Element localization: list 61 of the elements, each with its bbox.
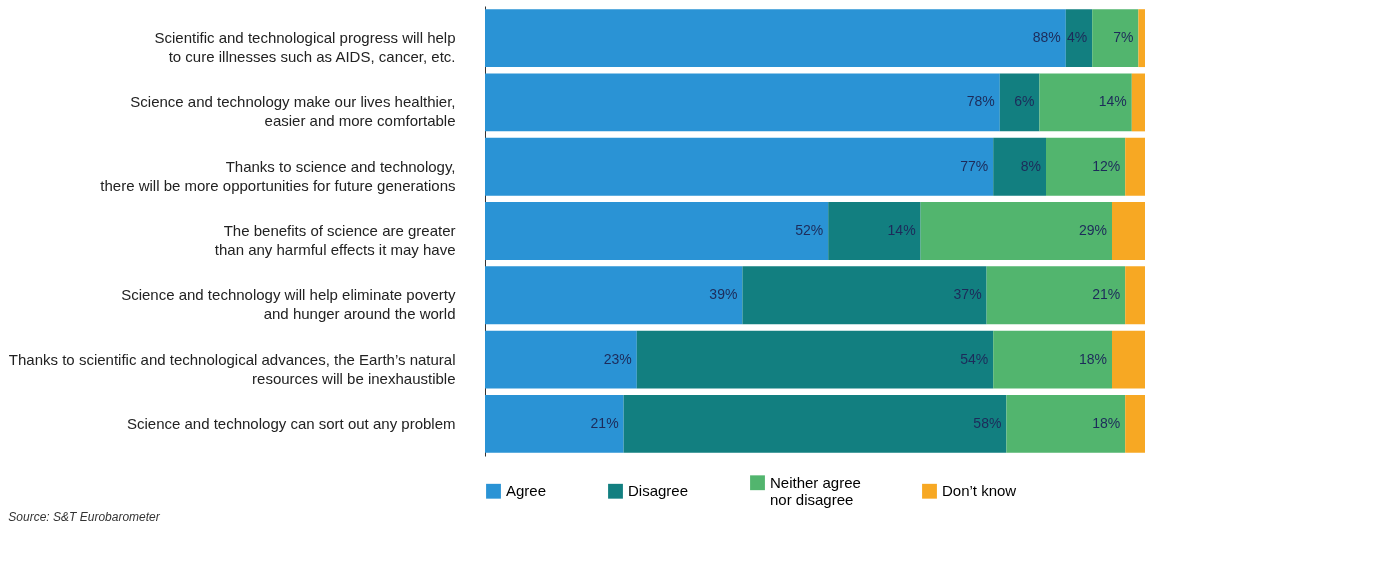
bar [1065,9,1093,68]
bar [1125,394,1145,453]
bar [999,73,1040,132]
data-label: 29% [1078,222,1107,238]
data-label: 8% [1020,157,1041,174]
bar [485,266,743,325]
bar [993,137,1046,196]
bar [742,266,987,325]
data-label: 77% [960,157,989,174]
y-tick-label: Science and technology will help eliminate poverty and hunger around the world [121,286,456,323]
bar [993,330,1112,389]
bar [1131,73,1145,132]
y-tick-label: Thanks to scientific and technological advances, the Earth’s natural resources will be inexhaustible [8,350,456,387]
y-tick-label: Science and technology can sort out any problem [126,414,456,432]
data-label: 18% [1078,350,1107,367]
legend-label: Neither agree nor disagree [770,473,861,508]
bar [485,73,1000,132]
data-label: 18% [1092,414,1121,431]
legend-label: Don’t know [942,482,1017,500]
data-label: 21% [1092,286,1121,303]
data-label: 52% [795,222,824,238]
data-label: 14% [887,222,916,238]
bar [485,330,637,389]
data-label: 23% [603,350,632,367]
bar [920,202,1112,260]
bar [485,137,994,196]
bar [1112,330,1145,389]
bar [1046,137,1126,196]
data-label: 14% [1098,93,1127,110]
data-label: 21% [590,414,619,431]
y-tick-label: Science and technology make our lives healthier, easier and more comfortable [130,93,456,130]
bar [636,330,994,389]
bar [485,394,624,453]
data-label: 88% [1032,29,1061,46]
legend-label: Agree [506,482,547,500]
data-label: 12% [1092,157,1121,174]
y-tick-label: Scientific and technological progress will help to cure illnesses such as AIDS, cancer, etc. [154,29,456,66]
bar [828,202,921,260]
bar [623,394,1007,453]
bar [986,266,1126,325]
bar [485,9,1066,68]
y-tick-label: The benefits of science are greater than any harmful effects it may have [214,222,456,258]
bar [1039,73,1132,132]
bar [1138,9,1145,68]
bar [485,202,829,260]
data-label: 6% [1014,93,1035,110]
bar [1006,394,1126,453]
bar [1112,202,1145,260]
data-label: 54% [960,350,989,367]
source-note: Source: S&T Eurobarometer [8,510,161,524]
data-label: 4% [1066,29,1088,46]
legend-label: Disagree [628,482,689,500]
bar [1092,9,1139,68]
bar [1125,137,1145,196]
data-label: 39% [709,286,738,303]
data-label: 37% [953,286,982,303]
data-label: 7% [1113,29,1134,46]
data-label: 58% [973,414,1002,431]
data-label: 78% [966,93,995,110]
y-tick-label: Thanks to science and technology, there will be more opportunities for future generations [100,157,456,194]
bar [1125,266,1145,325]
